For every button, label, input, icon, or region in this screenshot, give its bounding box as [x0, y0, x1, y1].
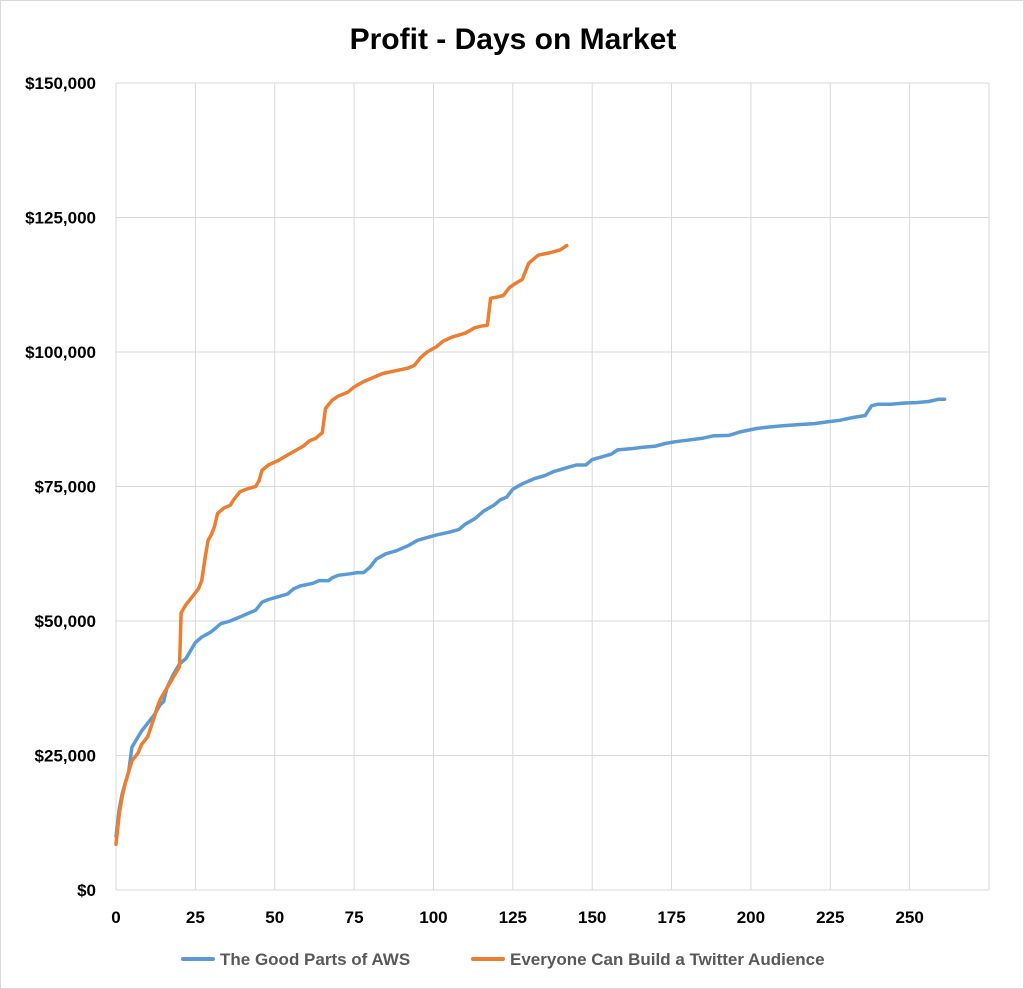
series-layer — [114, 243, 947, 847]
x-tick-label: 0 — [111, 908, 120, 927]
x-tick-label: 100 — [419, 908, 447, 927]
legend-label-2: Everyone Can Build a Twitter Audience — [510, 950, 825, 969]
axis-tick-labels: $0 $25,000 $50,000 $75,000 $100,000 $125,000 $… — [25, 74, 924, 927]
x-tick-label: 75 — [345, 908, 364, 927]
y-tick-label: $125,000 — [25, 209, 96, 228]
y-tick-label: $75,000 — [35, 478, 96, 497]
x-tick-label: 200 — [737, 908, 765, 927]
legend: The Good Parts of AWS Everyone Can Build … — [181, 950, 825, 969]
legend-label-1: The Good Parts of AWS — [220, 950, 410, 969]
x-tick-label: 50 — [265, 908, 284, 927]
y-tick-label: $100,000 — [25, 343, 96, 362]
x-tick-label: 125 — [499, 908, 527, 927]
x-tick-label: 175 — [657, 908, 685, 927]
y-tick-label: $0 — [77, 881, 96, 900]
x-tick-label: 250 — [895, 908, 923, 927]
x-tick-label: 150 — [578, 908, 606, 927]
y-tick-label: $50,000 — [35, 612, 96, 631]
series-line-1 — [114, 397, 947, 838]
x-tick-label: 225 — [816, 908, 844, 927]
y-tick-label: $25,000 — [35, 747, 96, 766]
y-tick-label: $150,000 — [25, 74, 96, 93]
series-line-2 — [114, 243, 569, 847]
chart-title: Profit - Days on Market — [350, 23, 677, 56]
grid-layer — [115, 82, 990, 891]
x-tick-label: 25 — [186, 908, 205, 927]
